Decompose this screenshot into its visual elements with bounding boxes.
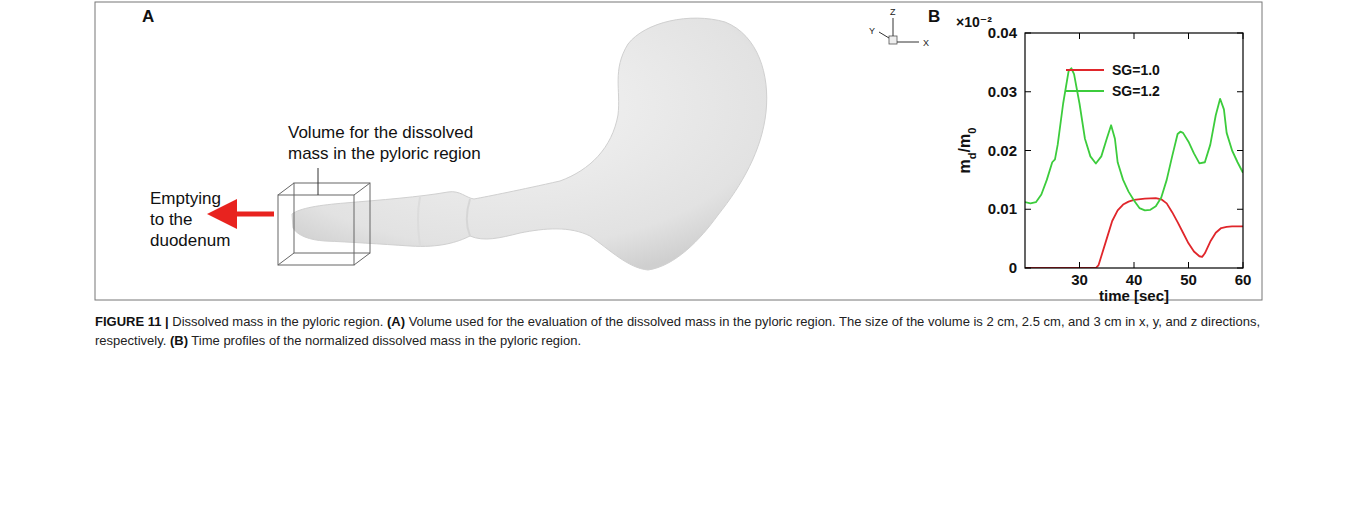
stomach-fold (418, 197, 420, 246)
volume-box-back (294, 183, 370, 253)
y-tick (1237, 268, 1243, 269)
leader-line (318, 168, 319, 195)
y-tick (1025, 150, 1031, 151)
y-tick (1237, 33, 1243, 34)
x-tick-label: 50 (1180, 271, 1197, 288)
y-tick (1025, 91, 1031, 92)
stomach-fold (467, 199, 470, 236)
y-axis-title-part: d (966, 152, 978, 159)
caption-part-letter: (B) (170, 333, 188, 348)
x-tick-label: 30 (1071, 271, 1088, 288)
triad-axis (879, 32, 889, 38)
plot-lines (1025, 68, 1243, 268)
volume-box-front (278, 195, 354, 265)
y-axis-title-part: /m (956, 134, 973, 153)
triad-axis (897, 42, 919, 43)
figure-frame (95, 2, 1262, 300)
y-tick-label: 0.01 (988, 200, 1017, 217)
y-tick-label: 0.02 (988, 142, 1017, 159)
legend-label: SG=1.2 (1112, 83, 1160, 99)
x-tick (1243, 262, 1244, 268)
volume-box-edge (278, 253, 294, 265)
arrow-label: Emptying to the duodenum (150, 188, 230, 251)
y-axis-title-part: 0 (966, 128, 978, 134)
caption-part-text: Time profiles of the normalized dissolve… (191, 333, 581, 348)
triad-axis (893, 18, 894, 36)
y-tick (1025, 209, 1031, 210)
x-tick (1134, 262, 1135, 268)
axis-multiplier: ×10⁻² (956, 14, 992, 30)
x-tick (1243, 33, 1244, 39)
y-axis-title: md/m0 (956, 128, 978, 174)
volume-box-edge (278, 183, 294, 195)
x-axis-title: time [sec] (1099, 287, 1169, 304)
x-tick-label: 40 (1126, 271, 1143, 288)
x-tick (1079, 262, 1080, 268)
triad-label: Y (869, 26, 875, 36)
y-axis-title-part: m (956, 159, 973, 173)
series-line (1025, 198, 1243, 268)
y-tick-label: 0.04 (988, 24, 1018, 41)
triad-label: X (923, 38, 929, 48)
y-tick-label: 0 (1009, 259, 1017, 276)
legend-swatch (1066, 90, 1104, 92)
volume-label: Volume for the dissolved mass in the pyl… (288, 122, 503, 164)
triad-label: Z (890, 7, 896, 17)
panel-letter: A (142, 7, 154, 26)
x-tick (1134, 33, 1135, 39)
legend-swatch (1066, 69, 1104, 71)
caption-label: FIGURE 11 | (95, 314, 169, 329)
x-tick (1188, 262, 1189, 268)
y-tick (1025, 33, 1031, 34)
volume-box-edge (354, 183, 370, 195)
x-tick-label: 60 (1235, 271, 1252, 288)
y-tick-label: 0.03 (988, 83, 1017, 100)
caption-title: Dissolved mass in the pyloric region. (172, 314, 383, 329)
triad-cube (889, 36, 897, 44)
caption-part-letter: (A) (387, 314, 405, 329)
legend-label: SG=1.0 (1112, 62, 1160, 78)
volume-box-edge (354, 253, 370, 265)
plot-frame (1025, 33, 1243, 268)
figure: A Z Y X B ×10⁻² 0 0.01 0.02 0.03 0.04 30 40 50 60 time … (0, 0, 1355, 305)
y-tick (1237, 91, 1243, 92)
volume-box (278, 183, 370, 265)
y-tick (1237, 150, 1243, 151)
panel-letter: B (928, 7, 940, 26)
y-tick (1025, 268, 1031, 269)
series-line (1025, 68, 1243, 210)
x-tick (1188, 33, 1189, 39)
y-tick (1237, 209, 1243, 210)
caption: FIGURE 11 | Dissolved mass in the pylori… (95, 312, 1262, 350)
x-tick (1079, 33, 1080, 39)
emptying-arrow (222, 212, 274, 217)
